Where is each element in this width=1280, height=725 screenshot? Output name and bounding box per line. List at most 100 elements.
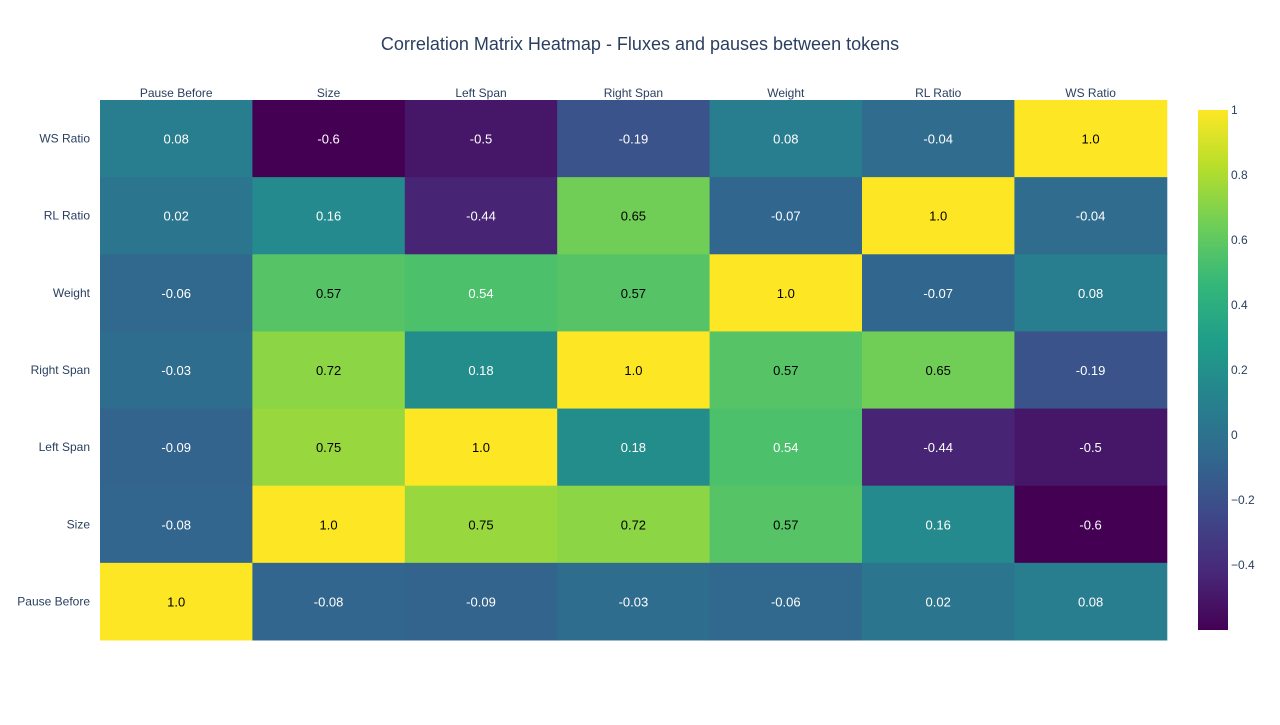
heatmap-cell [557,177,711,255]
heatmap-cell-value: -0.6 [317,132,339,147]
heatmap-cell-value: 0.08 [1078,286,1103,301]
heatmap-cell [709,331,863,410]
heatmap-cell [404,100,558,178]
heatmap-cell-value: -0.08 [161,517,191,532]
heatmap-cell-value: -0.04 [1076,209,1106,224]
heatmap-cell [404,254,558,332]
colorbar-tick-label: 1 [1231,103,1238,117]
heatmap-cell-value: -0.09 [161,440,191,455]
heatmap-cell [709,408,863,487]
heatmap-cell-value: -0.6 [1079,517,1101,532]
x-axis-tick-label: WS Ratio [1065,86,1116,100]
heatmap-cell [1014,254,1168,332]
y-axis-tick-label: Pause Before [17,594,90,608]
heatmap-cell [100,562,253,641]
heatmap-cell-value: -0.06 [161,286,191,301]
heatmap-cell [252,100,406,178]
heatmap-cell-value: 0.57 [621,286,646,301]
y-axis-tick-labels: WS Ratio RL Ratio Weight Right Span Left Spa… [17,132,90,609]
heatmap-cell-value: 0.16 [926,517,951,532]
heatmap-cell-value: 0.08 [1078,594,1103,609]
heatmap-cell [252,408,406,487]
x-axis-tick-label: RL Ratio [915,86,962,100]
heatmap-cell-value: 0.72 [316,363,341,378]
colorbar-tick-label: 0.2 [1231,363,1248,377]
heatmap-cell [252,562,406,641]
heatmap-cell-value: 0.75 [468,517,493,532]
heatmap-cell-value: 0.75 [316,440,341,455]
heatmap-cell-value: 1.0 [1082,132,1100,147]
heatmap-cell [709,485,863,564]
y-axis-tick-label: Size [67,517,91,531]
heatmap-cell-value: -0.19 [619,132,649,147]
heatmap-cell-value: 0.65 [926,363,951,378]
heatmap-cell-value: 0.65 [621,209,646,224]
heatmap-cell [862,331,1015,410]
colorbar-tick-label: −0.4 [1231,558,1255,572]
heatmap-cell [557,100,711,178]
x-axis-tick-label: Weight [767,86,805,100]
heatmap-cell-value: 0.02 [164,209,189,224]
x-axis-tick-label: Right Span [604,86,663,100]
colorbar-gradient [1198,110,1228,630]
heatmap-cell [100,177,253,255]
heatmap-cell-value: 0.02 [926,594,951,609]
colorbar-tick-label: 0.6 [1231,233,1248,247]
heatmap-cell [1014,100,1168,178]
heatmap-cell-value: -0.08 [314,594,344,609]
heatmap-cell [404,562,558,641]
heatmap-cell [862,177,1015,255]
heatmap-cell-value: 0.72 [621,517,646,532]
heatmap-cell-value: -0.5 [470,132,492,147]
heatmap-cell [862,408,1015,487]
heatmap-cell [1014,177,1168,255]
colorbar: 1 0.8 0.6 0.4 0.2 0 −0.2 −0.4 [1198,103,1255,630]
heatmap-cell [404,331,558,410]
y-axis-tick-label: Right Span [31,363,90,377]
heatmap-cell-value: 0.18 [621,440,646,455]
heatmap-cell-value: 1.0 [624,363,642,378]
heatmap-cell [100,100,253,178]
heatmap-cell-value: 1.0 [777,286,795,301]
heatmap-cell [862,485,1015,564]
heatmap-cell-value: 0.08 [164,132,189,147]
y-axis-tick-label: Left Span [39,440,90,454]
heatmap-cell [862,100,1015,178]
x-axis-tick-label: Left Span [455,86,506,100]
heatmap-cell-value: 0.08 [773,132,798,147]
heatmap-cell [1014,485,1168,564]
colorbar-tick-label: −0.2 [1231,493,1255,507]
heatmap-cell-value: -0.07 [771,209,801,224]
x-axis-tick-label: Size [317,86,341,100]
heatmap-cell-value: 0.54 [773,440,798,455]
heatmap-cell-value: 0.16 [316,209,341,224]
heatmap-cell [1014,562,1168,641]
heatmap-cell [100,254,253,332]
heatmap-cell-value: -0.04 [923,132,953,147]
y-axis-tick-label: Weight [53,286,91,300]
heatmap-cell [862,562,1015,641]
colorbar-tick-label: 0.8 [1231,168,1248,182]
heatmap-cell-value: 1.0 [472,440,490,455]
x-axis-tick-labels: Pause Before Size Left Span Right Span Weigh… [140,86,1116,100]
colorbar-tick-label: 0.4 [1231,298,1248,312]
heatmap-cell-value: 1.0 [320,517,338,532]
heatmap-cell-value: -0.06 [771,594,801,609]
heatmap-cell [404,177,558,255]
heatmap-cell-value: -0.03 [619,594,649,609]
colorbar-tick-label: 0 [1231,428,1238,442]
chart-title: Correlation Matrix Heatmap - Fluxes and … [381,34,899,54]
x-axis-tick-label: Pause Before [140,86,213,100]
heatmap-cell [557,254,711,332]
heatmap-cell [404,485,558,564]
heatmap-cell [709,254,863,332]
heatmap-cell-value: 0.57 [773,363,798,378]
heatmap-cell-value: 1.0 [167,594,185,609]
heatmap-cell [1014,408,1168,487]
heatmap-cell-value: -0.07 [923,286,953,301]
heatmap-cells [100,100,1168,641]
heatmap-cell-value: -0.5 [1079,440,1101,455]
heatmap-cell-value: 0.57 [316,286,341,301]
